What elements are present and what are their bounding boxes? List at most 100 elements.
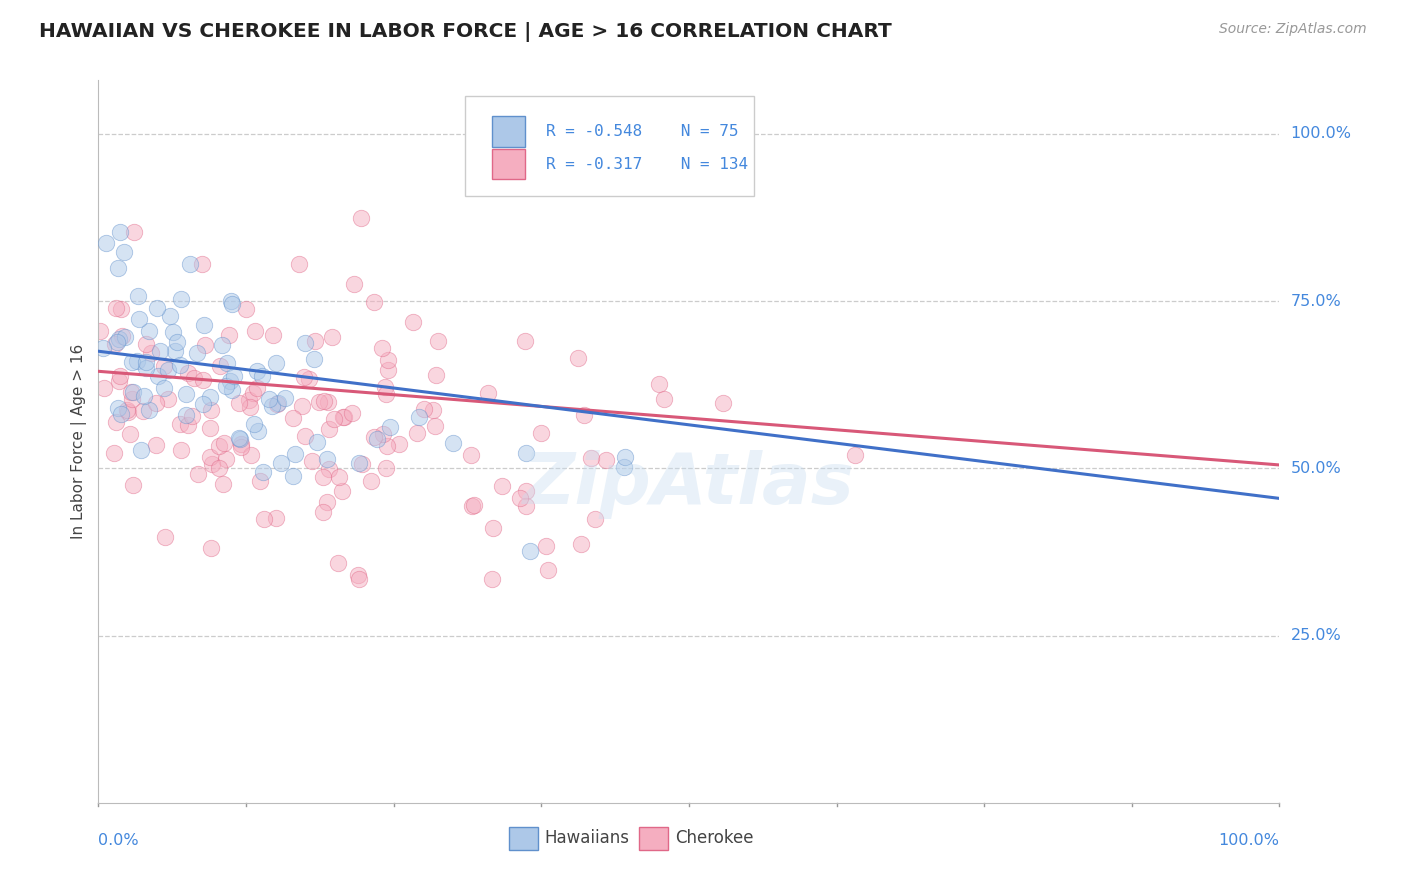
Point [515,446,537,460]
Point [294,429,316,443]
Point [121,392,143,406]
Point [170,292,193,306]
Point [208,460,231,475]
Text: 75.0%: 75.0% [1291,293,1341,309]
Point [117,404,139,418]
Point [145,438,167,452]
Point [307,434,329,449]
Point [200,541,222,555]
Point [127,289,149,303]
Point [191,257,214,271]
Point [460,448,482,462]
Point [132,404,155,418]
Point [218,374,240,388]
Point [343,277,366,291]
Point [579,451,602,466]
Point [423,419,446,434]
Point [519,544,541,558]
Point [218,327,240,342]
Point [321,330,343,344]
Point [198,390,221,404]
Point [312,505,335,519]
Point [463,498,485,512]
Point [402,315,425,329]
Bar [492,149,524,179]
Point [107,261,129,276]
Point [312,470,335,484]
Point [515,484,537,499]
Point [537,563,560,577]
Point [316,395,339,409]
Point [193,318,215,333]
Point [128,312,150,326]
Point [326,557,349,571]
Point [121,385,143,400]
Point [349,456,371,470]
Point [266,510,288,524]
Point [105,334,128,349]
Point [366,432,388,446]
Point [170,443,193,458]
Point [246,364,269,378]
Point [513,334,536,348]
Point [93,381,115,395]
Point [159,309,181,323]
Point [108,368,131,383]
Point [350,211,373,225]
Point [121,355,143,369]
Point [583,512,606,526]
Point [139,346,162,360]
Point [318,422,340,436]
Point [125,354,148,368]
Point [287,257,309,271]
Point [107,401,129,415]
Point [274,391,297,405]
Point [111,328,134,343]
Point [291,399,314,413]
Point [104,336,127,351]
Point [374,386,396,401]
Point [461,500,484,514]
Point [270,456,292,470]
Text: Source: ZipAtlas.com: Source: ZipAtlas.com [1219,22,1367,37]
Point [250,369,273,384]
Y-axis label: In Labor Force | Age > 16: In Labor Force | Age > 16 [72,344,87,539]
Point [114,330,136,344]
Point [157,392,180,407]
Point [316,494,339,508]
Point [169,358,191,372]
Text: 25.0%: 25.0% [1291,628,1341,643]
Point [120,385,142,400]
Point [157,363,180,377]
Point [214,379,236,393]
Text: ZipAtlas: ZipAtlas [523,450,855,519]
Point [574,408,596,422]
Point [314,394,336,409]
Point [242,385,264,400]
Point [377,353,399,368]
Point [212,435,235,450]
Text: 100.0%: 100.0% [1291,127,1351,141]
Point [208,439,231,453]
Point [135,360,157,375]
Point [405,425,427,440]
Point [104,415,127,429]
Point [222,369,245,384]
Point [613,450,636,464]
Point [333,409,356,424]
Point [193,373,215,387]
Point [219,293,242,308]
Point [239,400,262,414]
Point [281,411,304,425]
FancyBboxPatch shape [464,96,754,196]
Point [146,369,169,384]
Point [249,474,271,488]
Point [844,448,866,462]
Point [229,433,252,447]
Point [187,467,209,482]
Point [91,341,114,355]
Point [122,225,145,239]
Text: 100.0%: 100.0% [1219,833,1279,848]
Point [292,370,315,384]
Point [212,477,235,491]
